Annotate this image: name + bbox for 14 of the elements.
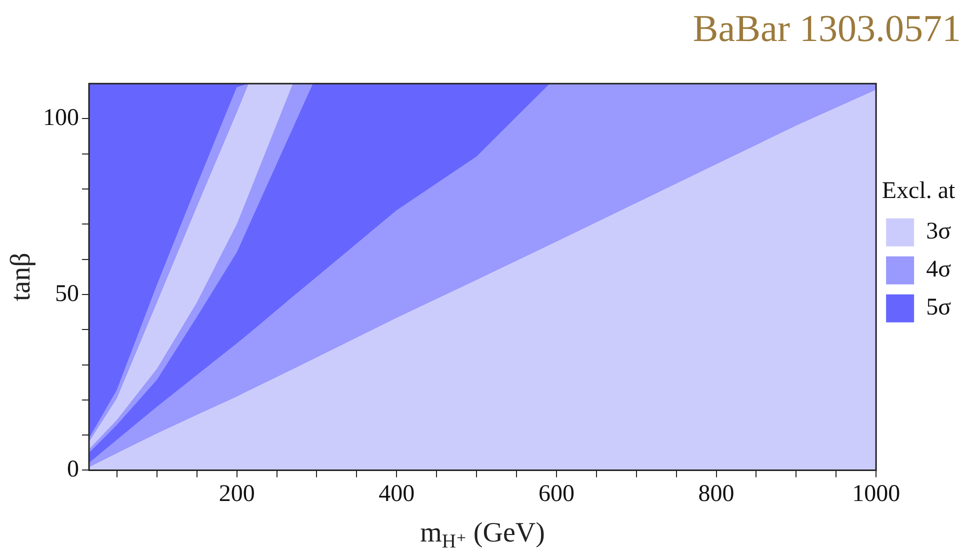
x-tick-label: 800 <box>698 480 734 507</box>
x-tick-label: 400 <box>378 480 415 507</box>
legend-title: Excl. at <box>882 178 956 204</box>
chart-title: BaBar 1303.0571 <box>692 8 961 50</box>
x-tick-label: 1000 <box>852 480 900 507</box>
y-tick-label: 0 <box>67 456 79 482</box>
legend-label: 3σ <box>926 218 952 245</box>
legend-label: 5σ <box>926 294 952 321</box>
y-axis-title: tanβ <box>5 252 36 302</box>
y-tick-label: 50 <box>55 280 79 307</box>
legend-label: 4σ <box>926 256 952 283</box>
x-tick-label: 200 <box>218 480 255 507</box>
y-tick-label: 100 <box>43 105 79 132</box>
x-tick-label: 600 <box>538 480 574 507</box>
